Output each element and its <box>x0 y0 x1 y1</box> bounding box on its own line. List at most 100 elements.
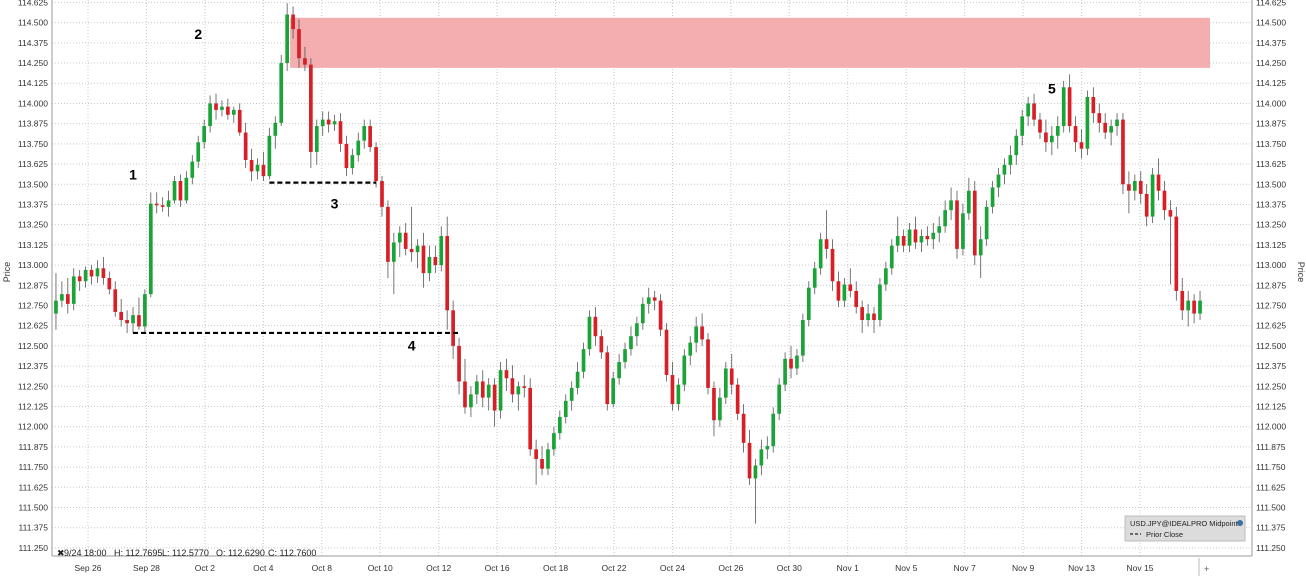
candle-body <box>990 187 995 207</box>
candle-body <box>664 329 669 375</box>
candle-body <box>706 339 710 388</box>
candle-body <box>557 417 562 434</box>
y-tick-label-right: 112.125 <box>1256 401 1286 411</box>
candle-body <box>528 387 533 450</box>
candle-body <box>984 206 989 240</box>
candle-body <box>824 239 829 249</box>
candle-body <box>190 161 195 178</box>
candle-body <box>498 370 503 411</box>
candle-body <box>694 326 699 343</box>
candle-body <box>1198 300 1202 314</box>
candle-body <box>540 459 544 469</box>
wave-annotation-label: 1 <box>129 166 137 182</box>
y-tick-label-left: 113.625 <box>18 159 48 169</box>
candle-body <box>178 181 183 201</box>
candle-body <box>967 190 971 214</box>
candle-body <box>1180 290 1185 311</box>
y-tick-label-right: 111.375 <box>1256 523 1286 533</box>
candle-body <box>457 345 461 382</box>
y-tick-label-left: 113.000 <box>18 260 48 270</box>
candle-body <box>617 362 621 379</box>
candle-body <box>1186 300 1191 311</box>
candle-body <box>587 316 592 350</box>
x-tick-label: Nov 1 <box>837 563 859 573</box>
y-tick-label-right: 113.375 <box>1256 199 1286 209</box>
info-low: L: 112.5770 <box>162 548 209 558</box>
wave-annotation-label: 3 <box>331 196 339 212</box>
candle-body <box>907 229 912 246</box>
candle-body <box>297 29 301 59</box>
candle-body <box>309 64 313 152</box>
candle-body <box>1150 174 1155 217</box>
y-tick-label-left: 112.000 <box>18 422 48 432</box>
candle-body <box>735 384 740 414</box>
candle-body <box>605 352 610 405</box>
candle-body <box>160 205 165 207</box>
candle-body <box>77 276 82 282</box>
y-tick-label-left: 114.375 <box>18 38 48 48</box>
candle-body <box>676 384 681 405</box>
candle-body <box>925 235 930 240</box>
candle-body <box>652 297 657 301</box>
candle-body <box>131 315 135 324</box>
info-close-x-icon[interactable]: ✖ <box>57 548 65 558</box>
y-tick-label-right: 112.000 <box>1256 422 1286 432</box>
candle-body <box>771 413 776 447</box>
y-tick-label-left: 113.125 <box>18 240 48 250</box>
x-tick-label: Nov 7 <box>954 563 976 573</box>
candle-body <box>356 140 361 156</box>
candle-body <box>380 181 384 207</box>
y-tick-label-left: 112.625 <box>18 321 48 331</box>
candle-body <box>243 132 248 161</box>
candle-body <box>273 122 278 136</box>
candle-body <box>522 386 527 388</box>
candle-body <box>878 284 882 321</box>
info-high: H: 112.7695 <box>114 548 162 558</box>
candle-body <box>1067 87 1072 127</box>
y-tick-label-right: 113.500 <box>1256 179 1286 189</box>
candle-body <box>95 268 100 277</box>
candle-body <box>320 119 325 127</box>
candle-body <box>220 106 224 110</box>
candle-body <box>143 294 147 327</box>
candle-body <box>255 164 260 172</box>
y-tick-label-right: 113.250 <box>1256 220 1286 230</box>
candle-body <box>486 384 491 398</box>
candle-body <box>267 135 272 177</box>
info-time: 9/24 18:00 <box>64 548 107 558</box>
candle-body <box>1079 142 1084 149</box>
y-tick-label-right: 113.750 <box>1256 139 1286 149</box>
candle-body <box>451 310 455 346</box>
candle-body <box>765 446 770 450</box>
scroll-right-icon[interactable]: + <box>1204 564 1209 574</box>
candle-body <box>747 442 752 479</box>
candle-body <box>623 349 627 363</box>
candle-body <box>700 326 704 340</box>
candle-body <box>445 235 450 311</box>
legend-settings-icon[interactable] <box>1237 520 1243 526</box>
levels-layer <box>133 181 460 335</box>
candle-body <box>972 190 977 256</box>
candle-body <box>901 235 906 246</box>
x-tick-label: Oct 16 <box>485 563 510 573</box>
y-axis-label-left: Price <box>2 262 12 283</box>
candle-body <box>552 433 556 450</box>
candle-body <box>640 303 645 324</box>
x-tick-label: Oct 22 <box>601 563 626 573</box>
candle-body <box>326 119 331 125</box>
candle-body <box>1032 103 1036 120</box>
y-tick-label-right: 114.500 <box>1256 18 1286 28</box>
y-tick-label-left: 113.750 <box>18 139 48 149</box>
candle-body <box>718 397 722 421</box>
grid-layer: 111.250 111.250 111.375 111.375 111.500 111.5… <box>18 0 1286 573</box>
candle-body <box>795 355 799 369</box>
candle-body <box>978 239 983 256</box>
candle-body <box>469 394 473 408</box>
candle-body <box>783 358 787 385</box>
candle-body <box>860 307 864 321</box>
candle-body <box>226 106 230 115</box>
x-tick-label: Oct 30 <box>777 563 802 573</box>
y-tick-label-right: 113.625 <box>1256 159 1286 169</box>
candle-body <box>196 142 201 162</box>
